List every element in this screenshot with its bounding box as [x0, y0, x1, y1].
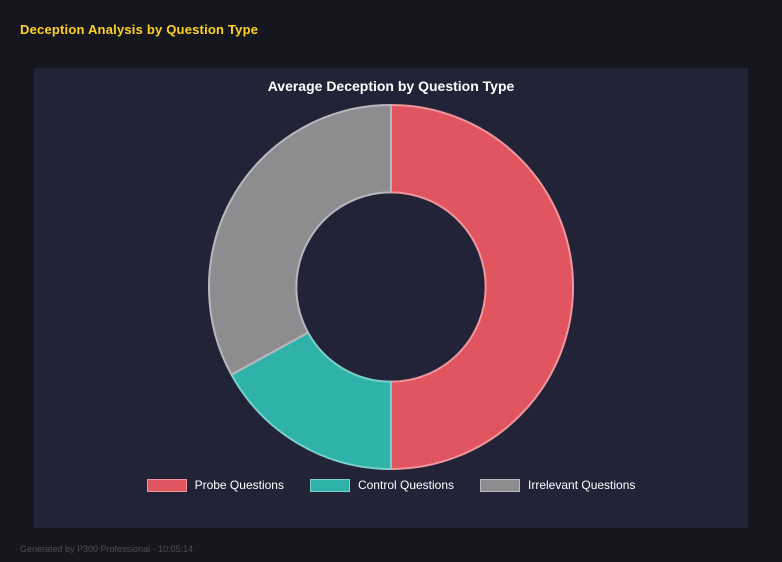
legend-item-irrelevant[interactable]: Irrelevant Questions: [480, 478, 635, 492]
legend-label: Irrelevant Questions: [528, 478, 636, 492]
chart-title: Average Deception by Question Type: [267, 78, 515, 94]
legend-swatch: [146, 478, 187, 492]
donut-chart[interactable]: [202, 98, 580, 476]
donut-segment-2[interactable]: [207, 103, 392, 376]
page-title: Deception Analysis by Question Type: [20, 22, 259, 37]
legend-label: Control Questions: [357, 478, 455, 492]
legend-item-probe[interactable]: Probe Questions: [146, 478, 284, 492]
donut-segment-0[interactable]: [390, 103, 574, 471]
donut-segment-1[interactable]: [230, 331, 392, 471]
legend-swatch: [309, 478, 350, 492]
footer-text: Generated by P300 Professional - 10:05:1…: [20, 544, 194, 554]
legend-item-control[interactable]: Control Questions: [309, 478, 455, 492]
legend-label: Probe Questions: [194, 478, 284, 492]
chart-panel: Average Deception by Question Type Probe…: [34, 68, 748, 528]
chart-legend: Probe Questions Control Questions Irrele…: [146, 478, 635, 492]
legend-swatch: [480, 478, 521, 492]
